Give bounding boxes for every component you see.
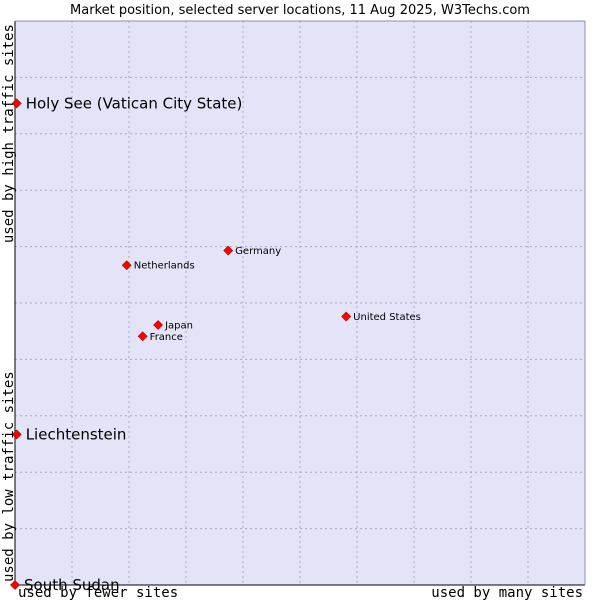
point-germany: Germany — [223, 245, 281, 257]
point-label: Liechtenstein — [26, 425, 127, 443]
point-south-sudan: South Sudan — [10, 576, 120, 594]
x-axis-high-label: used by many sites — [431, 585, 583, 600]
chart-title: Market position, selected server locatio… — [70, 3, 530, 18]
point-marker — [10, 580, 20, 590]
point-netherlands: Netherlands — [121, 260, 195, 272]
point-marker — [11, 429, 22, 440]
x-axis-low-label: used by fewer sites — [18, 585, 178, 600]
point-marker — [11, 98, 22, 109]
grid-lines — [15, 21, 585, 585]
y-axis-high-label: used by high traffic sites — [1, 24, 17, 243]
point-united-states: United States — [341, 311, 421, 323]
point-label: France — [150, 332, 183, 343]
point-marker — [341, 311, 352, 322]
point-label: United States — [353, 312, 421, 323]
plot-frame — [14, 20, 586, 586]
point-marker — [137, 331, 148, 342]
point-france: France — [137, 331, 183, 343]
point-marker — [153, 320, 163, 330]
point-japan: Japan — [153, 320, 193, 331]
point-holy-see-vatican-city-state: Holy See (Vatican City State) — [11, 94, 243, 112]
point-label: Holy See (Vatican City State) — [26, 94, 243, 112]
point-label: Netherlands — [134, 261, 195, 272]
point-marker — [223, 245, 234, 256]
point-liechtenstein: Liechtenstein — [11, 425, 127, 443]
point-marker — [121, 260, 132, 271]
y-axis-low-label: used by low traffic sites — [1, 371, 17, 582]
point-label: South Sudan — [24, 576, 120, 594]
data-points: Holy See (Vatican City State) Germany Neth… — [10, 94, 421, 594]
point-label: Germany — [235, 246, 281, 257]
point-label: Japan — [164, 320, 193, 331]
